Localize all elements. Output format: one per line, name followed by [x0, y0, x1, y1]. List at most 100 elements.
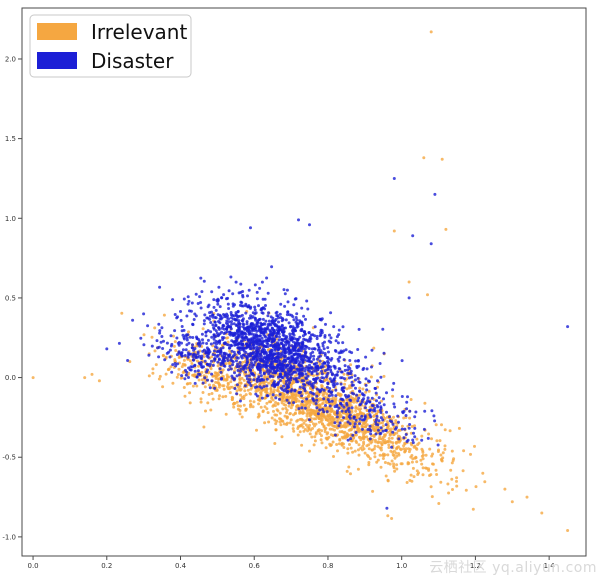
data-point-disaster — [193, 363, 197, 367]
data-point-irrelevant — [410, 425, 414, 428]
data-point-irrelevant — [293, 396, 297, 400]
x-tick-label: 1.4 — [544, 562, 556, 570]
data-point-disaster — [214, 308, 218, 312]
data-point-disaster — [405, 407, 409, 411]
data-point-disaster — [256, 318, 260, 322]
data-point-disaster — [275, 324, 279, 328]
data-point-irrelevant — [241, 360, 244, 364]
data-point-disaster — [329, 358, 333, 362]
data-point-disaster — [289, 324, 293, 328]
data-point-irrelevant — [291, 427, 295, 431]
data-point-disaster — [230, 320, 233, 324]
data-point-irrelevant — [224, 377, 228, 381]
data-point-disaster — [318, 408, 322, 412]
data-point-irrelevant — [439, 480, 443, 484]
data-point-irrelevant — [397, 440, 401, 444]
data-point-disaster — [219, 370, 223, 374]
data-point-disaster — [279, 379, 282, 382]
data-point-disaster — [312, 354, 316, 358]
data-point-irrelevant — [208, 383, 211, 387]
data-point-disaster — [254, 324, 258, 327]
data-point-disaster — [209, 330, 213, 334]
data-point-irrelevant — [272, 409, 275, 413]
data-point-disaster — [292, 401, 296, 405]
data-point-disaster — [277, 338, 281, 342]
data-point-disaster — [291, 325, 295, 329]
data-point-disaster — [365, 367, 369, 371]
data-point-disaster — [218, 305, 222, 309]
data-point-disaster — [206, 316, 210, 320]
data-point-disaster — [338, 367, 342, 371]
data-point-disaster — [191, 346, 194, 350]
data-point-irrelevant — [430, 495, 434, 499]
data-point-disaster — [280, 347, 284, 351]
data-point-disaster — [168, 355, 172, 359]
data-point-irrelevant — [239, 387, 243, 391]
data-point-disaster — [297, 391, 301, 394]
data-point-irrelevant — [326, 413, 330, 417]
data-point-irrelevant — [443, 444, 447, 448]
data-point-irrelevant — [387, 439, 391, 443]
data-point-disaster — [308, 223, 311, 227]
data-point-irrelevant — [290, 393, 294, 397]
data-point-disaster — [194, 356, 198, 360]
data-point-disaster — [374, 432, 378, 436]
data-point-disaster — [357, 396, 361, 400]
data-point-irrelevant — [341, 436, 345, 440]
data-point-disaster — [433, 192, 437, 196]
data-point-disaster — [364, 377, 368, 381]
data-point-disaster — [358, 390, 362, 393]
data-point-disaster — [147, 353, 151, 357]
data-point-disaster — [315, 372, 319, 376]
data-point-disaster — [186, 295, 190, 299]
data-point-irrelevant — [390, 517, 394, 520]
data-point-disaster — [249, 340, 253, 344]
data-point-disaster — [336, 370, 340, 374]
data-point-irrelevant — [372, 434, 376, 438]
data-point-irrelevant — [282, 395, 286, 399]
data-point-disaster — [364, 383, 368, 387]
data-point-disaster — [377, 428, 380, 432]
data-point-irrelevant — [321, 401, 325, 405]
data-point-irrelevant — [217, 373, 220, 377]
data-point-disaster — [346, 438, 350, 442]
data-point-disaster — [379, 405, 383, 409]
data-point-irrelevant — [394, 421, 398, 425]
data-point-irrelevant — [330, 415, 334, 419]
data-point-irrelevant — [354, 405, 358, 409]
data-point-irrelevant — [162, 313, 166, 317]
data-point-irrelevant — [289, 418, 293, 422]
data-point-irrelevant — [400, 424, 404, 428]
data-point-irrelevant — [379, 465, 383, 469]
data-point-disaster — [250, 365, 254, 369]
data-point-disaster — [191, 336, 195, 339]
data-point-irrelevant — [354, 409, 358, 413]
data-point-disaster — [214, 334, 218, 338]
data-point-disaster — [277, 380, 281, 384]
data-point-irrelevant — [244, 393, 248, 397]
data-point-irrelevant — [373, 444, 377, 448]
data-point-disaster — [202, 279, 206, 283]
data-point-disaster — [290, 372, 294, 376]
data-point-disaster — [229, 313, 233, 317]
data-point-irrelevant — [358, 386, 362, 390]
data-point-disaster — [285, 398, 289, 402]
data-point-disaster — [321, 351, 325, 355]
data-point-disaster — [345, 403, 349, 407]
data-point-disaster — [240, 319, 244, 322]
data-point-disaster — [304, 351, 308, 355]
data-point-disaster — [230, 349, 234, 353]
data-point-irrelevant — [226, 336, 230, 340]
data-point-irrelevant — [382, 374, 386, 378]
data-point-disaster — [221, 324, 225, 328]
data-point-disaster — [303, 406, 307, 410]
data-point-disaster — [302, 356, 306, 360]
data-point-disaster — [265, 377, 269, 381]
data-point-irrelevant — [308, 449, 311, 453]
data-point-disaster — [155, 339, 159, 343]
data-point-irrelevant — [378, 453, 382, 457]
data-point-disaster — [219, 348, 223, 352]
data-point-disaster — [202, 322, 206, 326]
data-point-irrelevant — [510, 500, 514, 504]
data-point-disaster — [319, 365, 323, 369]
